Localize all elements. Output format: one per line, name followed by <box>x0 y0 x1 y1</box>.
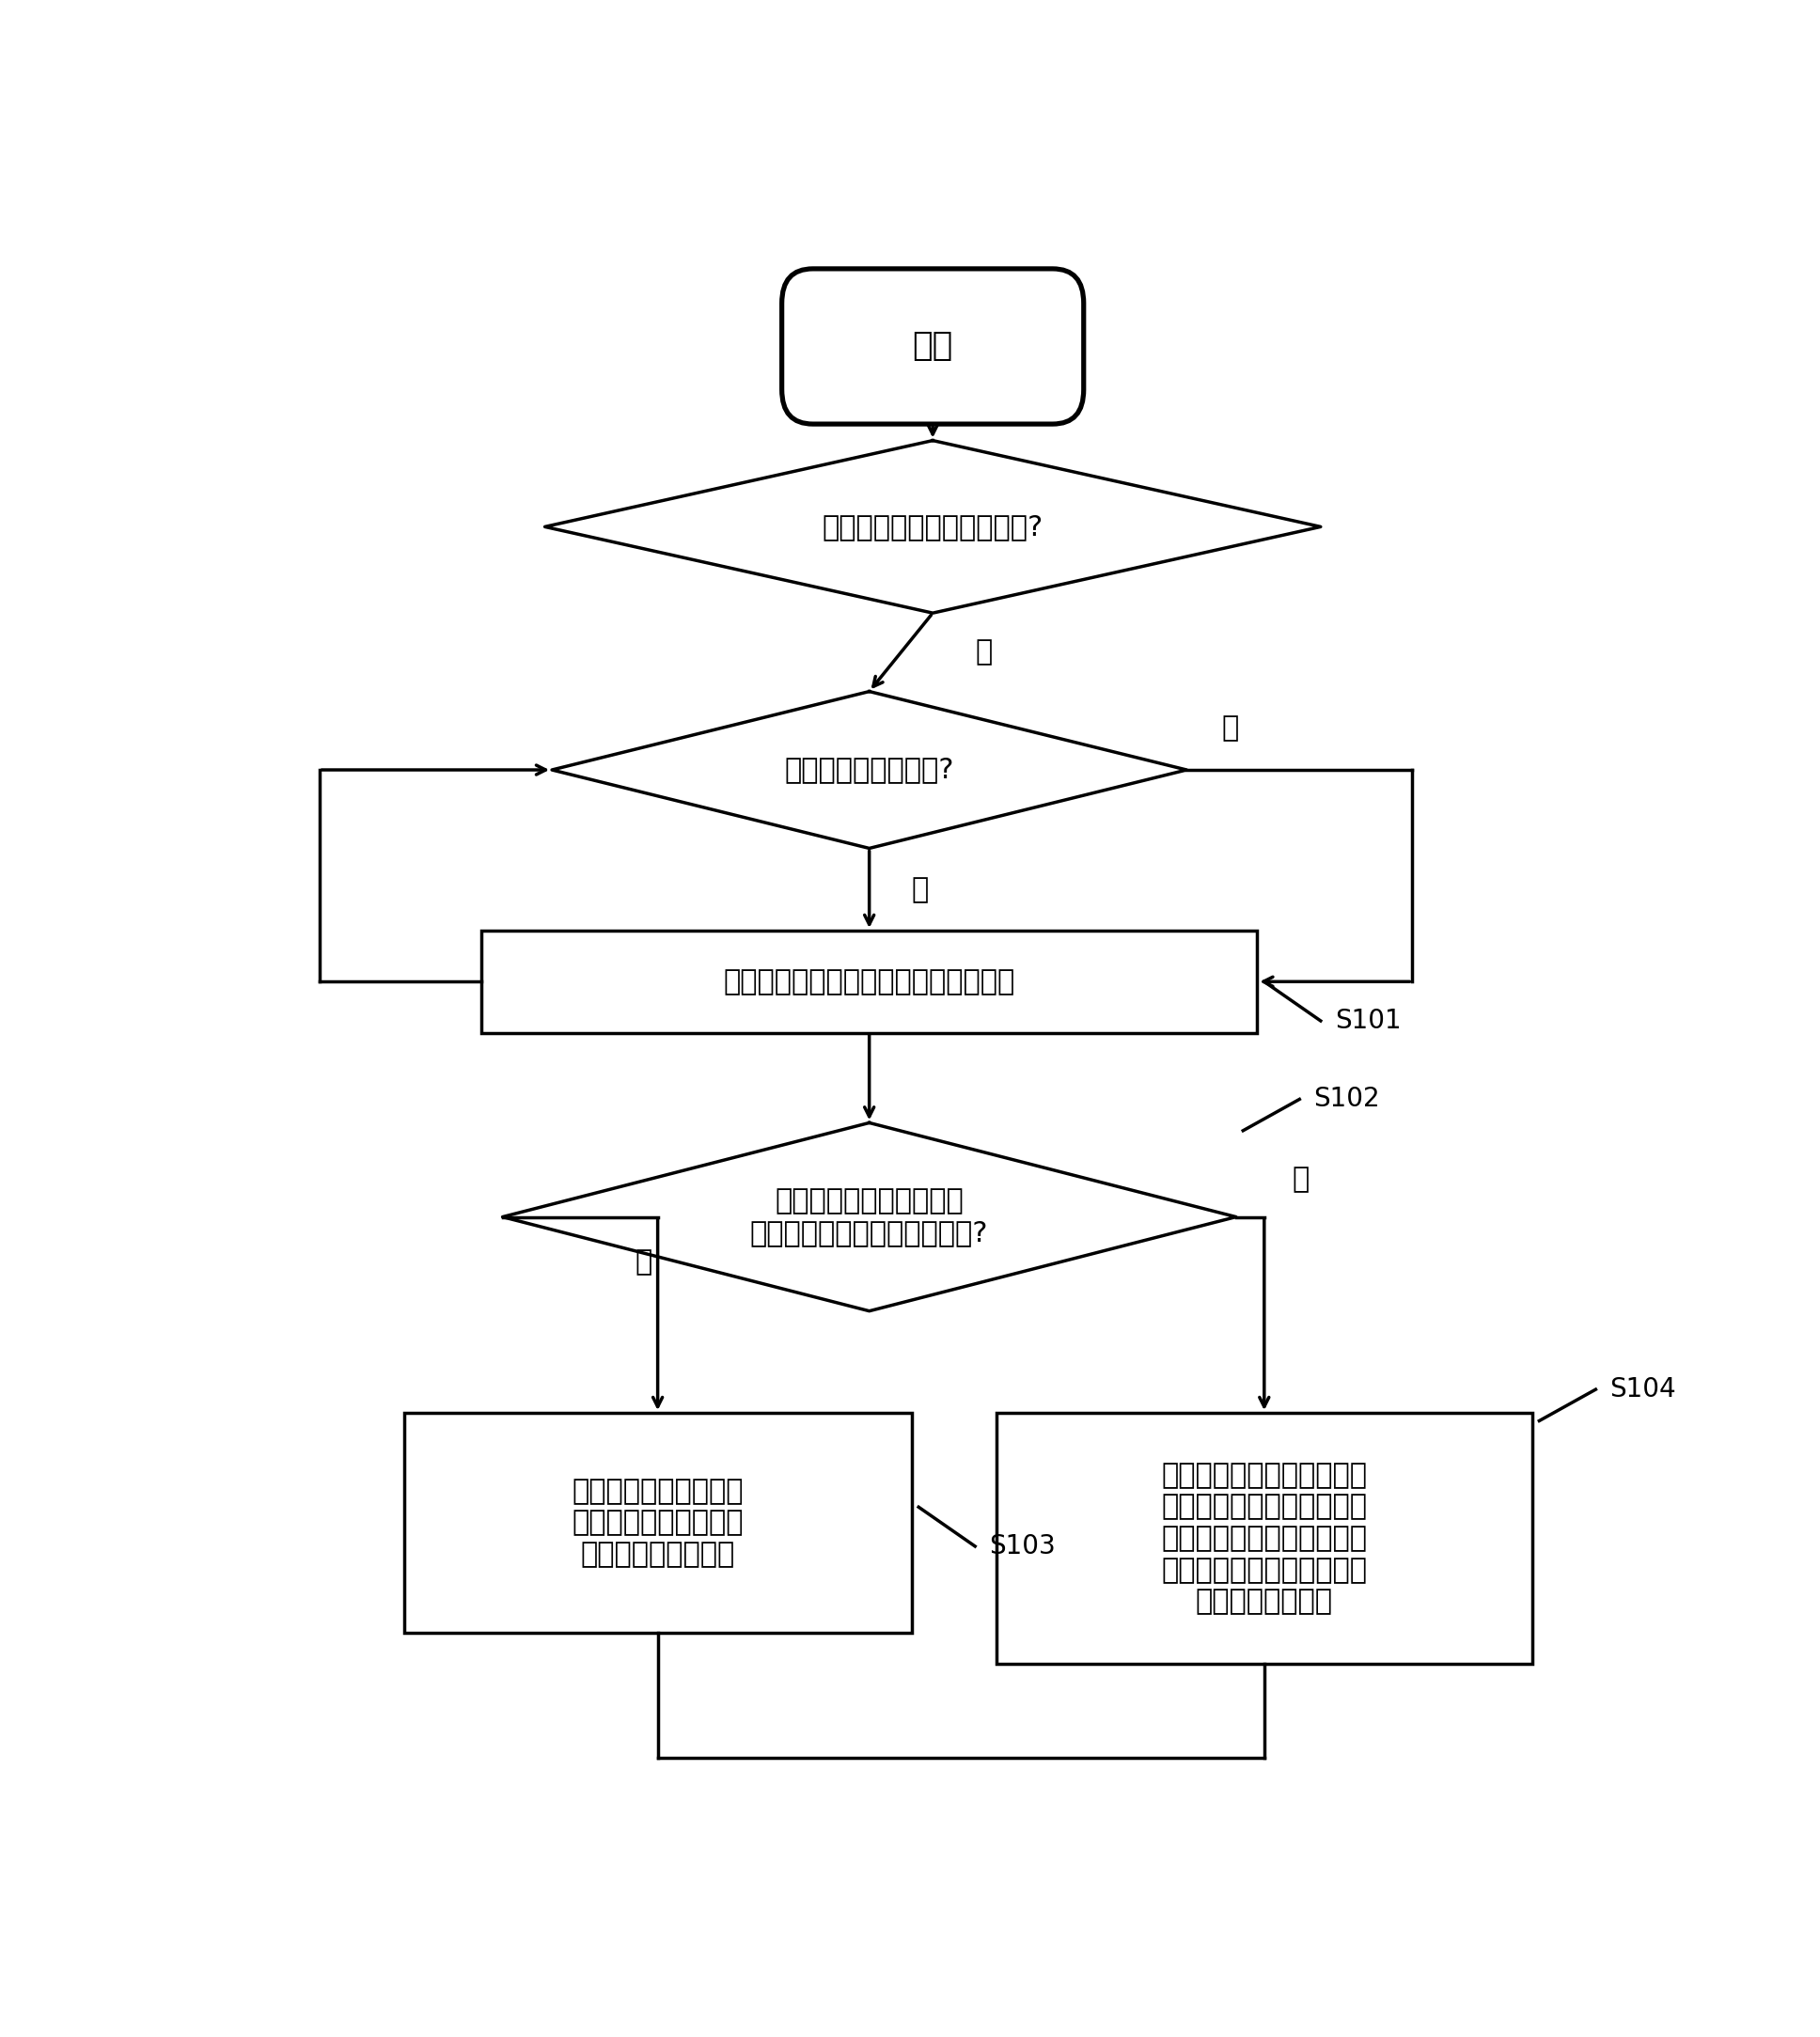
Text: 否: 否 <box>1292 1165 1310 1194</box>
Text: 是: 是 <box>976 640 992 666</box>
Text: 当前值满足用户情景模式
列表中的情景模式的判断条件?: 当前值满足用户情景模式 列表中的情景模式的判断条件? <box>750 1188 988 1247</box>
Text: 根据所获取的环境状态的当
前值，确定相应的情景模式
，并切换到所确定的情景模
式，使用该情景模式进行来
电或短信息的提示: 根据所获取的环境状态的当 前值，确定相应的情景模式 ，并切换到所确定的情景模 式… <box>1161 1463 1367 1615</box>
Text: 是: 是 <box>1221 715 1239 741</box>
Text: S103: S103 <box>990 1534 1056 1560</box>
Bar <box>480 931 1258 1033</box>
Bar <box>996 1414 1532 1664</box>
Text: 否: 否 <box>912 876 928 902</box>
Text: S104: S104 <box>1611 1377 1676 1403</box>
Text: 通过后台获得数据选项开启?: 通过后台获得数据选项开启? <box>823 513 1043 540</box>
Text: 开始: 开始 <box>912 330 954 363</box>
Text: 接收到来电或短信息?: 接收到来电或短信息? <box>784 756 954 784</box>
Text: 切换到所满足的情景模
式，使用该情景模式进
行来电或短信息提示: 切换到所满足的情景模 式，使用该情景模式进 行来电或短信息提示 <box>571 1477 744 1568</box>
Text: 是: 是 <box>635 1249 652 1275</box>
Bar <box>404 1414 912 1632</box>
Text: S101: S101 <box>1334 1008 1401 1035</box>
Text: 获取移动终端所处的环境状态的当前值: 获取移动终端所处的环境状态的当前值 <box>723 968 1016 996</box>
Text: S102: S102 <box>1314 1086 1380 1112</box>
